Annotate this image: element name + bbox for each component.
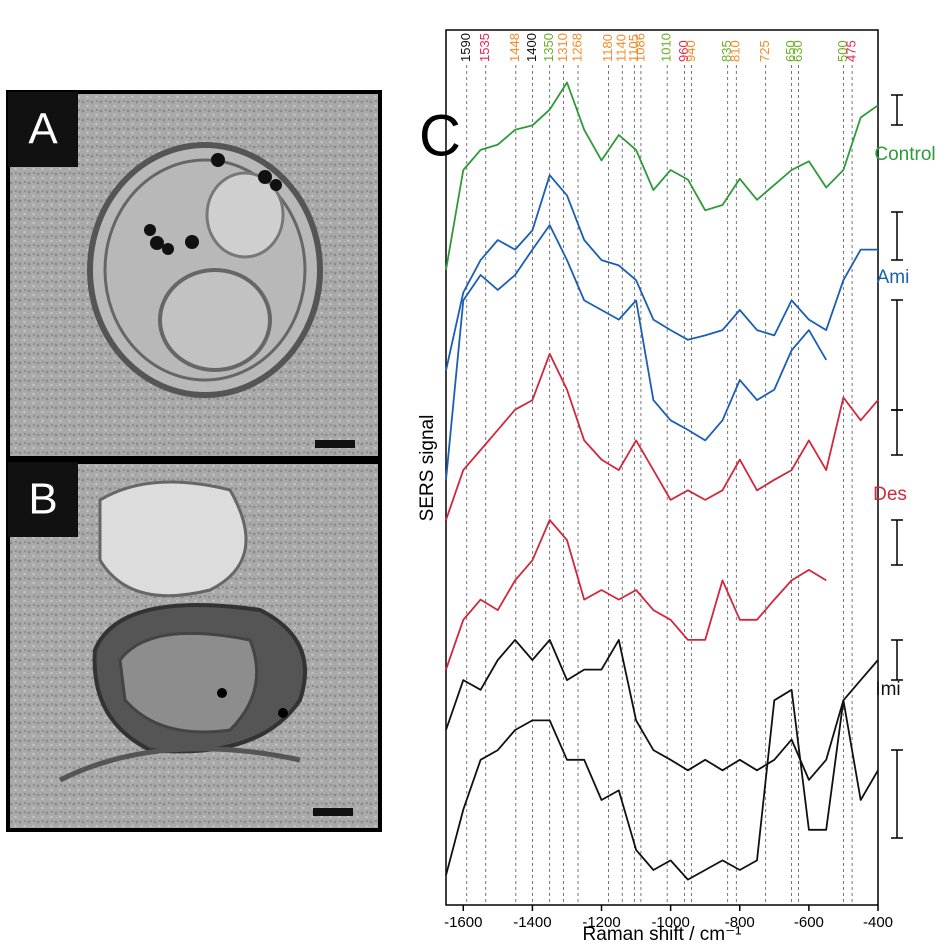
trace-label: Des bbox=[873, 484, 907, 505]
peak-label: 1590 bbox=[458, 33, 473, 62]
x-tick-label: -1200 bbox=[582, 914, 620, 931]
spectrum bbox=[445, 81, 879, 270]
peak-label: 1310 bbox=[555, 33, 570, 62]
micrograph-b bbox=[6, 460, 382, 832]
peak-label: 1535 bbox=[477, 33, 492, 62]
panel-label: A bbox=[28, 105, 58, 154]
spectrum bbox=[445, 174, 878, 371]
x-tick-label: -1000 bbox=[651, 914, 689, 931]
x-tick-label: -400 bbox=[863, 914, 893, 931]
trace-label: Imi bbox=[875, 679, 900, 700]
peak-label: 650 bbox=[783, 40, 798, 62]
y-axis-label: SERS signal bbox=[417, 415, 438, 522]
trace-label: Ami bbox=[877, 267, 910, 288]
x-tick-label: -800 bbox=[725, 914, 755, 931]
peak-label: 1268 bbox=[569, 33, 584, 62]
peak-label: 1400 bbox=[524, 33, 539, 62]
peak-label: 630 bbox=[790, 40, 805, 62]
scale-bars bbox=[891, 94, 903, 839]
spectrum bbox=[445, 688, 879, 881]
spectrum bbox=[445, 519, 827, 670]
peak-label: 1350 bbox=[541, 33, 556, 62]
panel-label: B bbox=[28, 475, 57, 524]
peak-label: 500 bbox=[835, 40, 850, 62]
plot-frame bbox=[445, 29, 879, 906]
peak-label: 475 bbox=[844, 40, 859, 62]
x-tick-label: -1400 bbox=[513, 914, 551, 931]
peak-label: 1086 bbox=[632, 33, 647, 62]
x-axis-label: Raman shift / cm⁻¹ bbox=[583, 924, 742, 945]
trace-label: Control bbox=[874, 144, 935, 165]
peak-label: 725 bbox=[757, 40, 772, 62]
peak-label: 1180 bbox=[600, 34, 615, 62]
peak-label: 835 bbox=[719, 40, 734, 62]
peak-label: 810 bbox=[728, 40, 743, 62]
spectrum bbox=[445, 352, 879, 521]
peak-label: 1105 bbox=[626, 34, 641, 62]
peak-label: 940 bbox=[683, 40, 698, 62]
peak-label: 1448 bbox=[507, 33, 522, 62]
spectrum bbox=[445, 639, 879, 781]
panel-label: C bbox=[419, 103, 461, 168]
micrograph-a bbox=[6, 90, 382, 460]
x-tick-label: -1600 bbox=[444, 914, 482, 931]
spectrum bbox=[445, 224, 827, 480]
peak-label: 960 bbox=[676, 40, 691, 62]
x-tick-label: -600 bbox=[794, 914, 824, 931]
peak-label: 1140 bbox=[614, 34, 629, 62]
peak-label: 1010 bbox=[659, 33, 674, 62]
